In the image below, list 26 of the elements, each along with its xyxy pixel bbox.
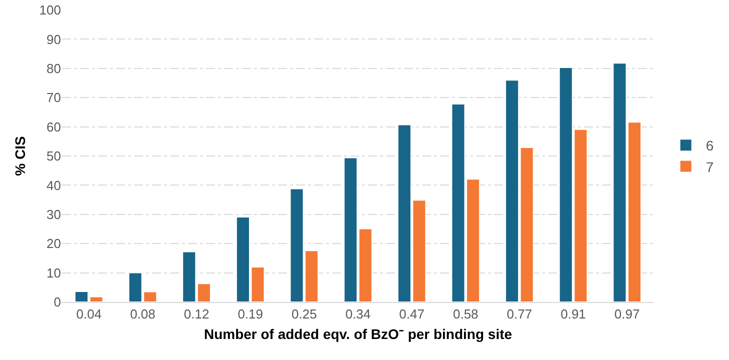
x-tick-label: 0.97	[614, 306, 640, 322]
y-tick-label: 90	[46, 32, 61, 47]
y-axis-title: % CIS	[12, 136, 28, 176]
x-tick-label: 0.12	[184, 306, 210, 322]
x-tick-label: 0.47	[399, 306, 424, 322]
x-tick-label: 0.08	[130, 306, 156, 322]
y-tick-label: 70	[46, 90, 61, 106]
y-tick-label: 80	[46, 60, 61, 76]
y-tick-label: 10	[46, 265, 61, 280]
x-tick-label: 0.04	[76, 306, 102, 322]
x-axis-title: Number of added eqv. of BzO⁻ per binding site	[204, 326, 512, 342]
x-tick-label: 0.77	[506, 306, 532, 322]
x-tick-label: 0.34	[345, 306, 371, 322]
x-tick-label: 0.58	[452, 306, 478, 322]
y-tick-label: 0	[54, 294, 61, 310]
legend-label: 6	[706, 138, 714, 154]
y-tick-label: 20	[46, 236, 61, 252]
y-tick-label: 100	[39, 2, 61, 18]
y-tick-label: 40	[46, 178, 61, 193]
x-tick-label: 0.91	[560, 306, 586, 322]
x-tick-label: 0.19	[238, 306, 264, 322]
y-tick-label: 50	[46, 148, 61, 164]
legend-label: 7	[706, 158, 714, 175]
y-tick-label: 60	[46, 119, 61, 134]
x-tick-label: 0.25	[292, 306, 317, 322]
y-tick-label: 30	[46, 206, 61, 222]
